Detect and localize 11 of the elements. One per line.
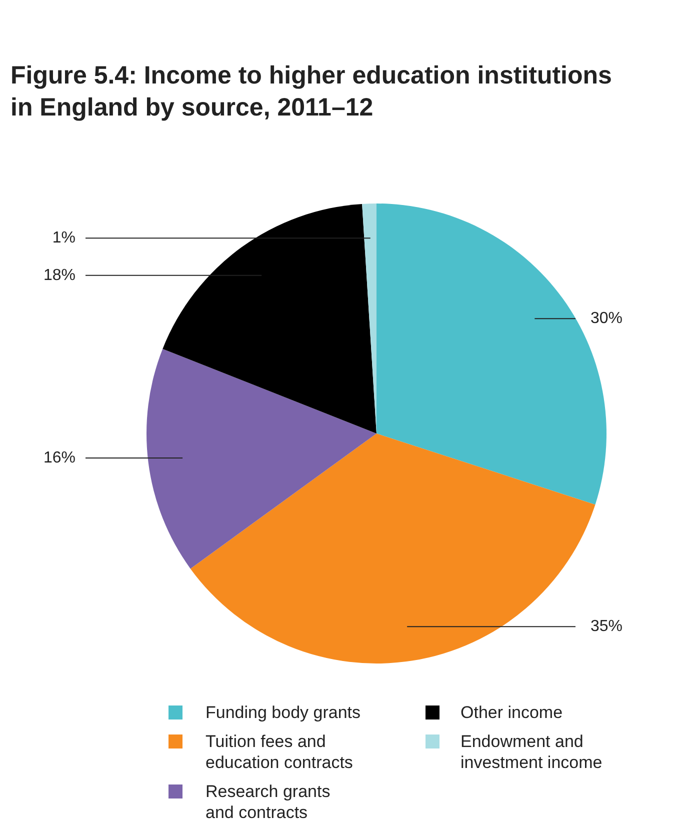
data-label: 1% xyxy=(52,230,76,247)
data-label: 30% xyxy=(590,310,623,328)
data-label: 16% xyxy=(43,450,76,467)
legend-label: Tuition fees and education contracts xyxy=(206,732,353,772)
legend-label: Funding body grants xyxy=(206,703,360,722)
chart-title: Figure 5.4: Income to higher education institutions in England by source, 2011–12 xyxy=(10,62,612,122)
legend-label: Endowment and investment income xyxy=(460,732,602,772)
legend-label: Research grants and contracts xyxy=(206,782,330,822)
data-label: 35% xyxy=(590,618,623,636)
data-label: 18% xyxy=(43,266,76,284)
legend-label: Other income xyxy=(460,703,563,722)
